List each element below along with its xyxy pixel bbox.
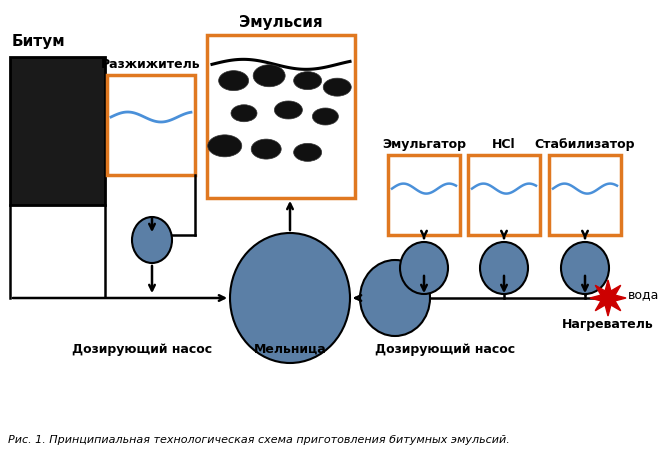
Ellipse shape bbox=[231, 105, 257, 122]
Bar bbox=[207, 35, 355, 198]
Ellipse shape bbox=[208, 135, 242, 157]
Bar bbox=[388, 155, 460, 235]
Bar bbox=[107, 75, 195, 175]
Text: Эмульсия: Эмульсия bbox=[239, 15, 323, 30]
Text: Рис. 1. Принципиальная технологическая схема приготовления битумных эмульсий.: Рис. 1. Принципиальная технологическая с… bbox=[8, 435, 510, 445]
Ellipse shape bbox=[313, 108, 338, 125]
Ellipse shape bbox=[561, 242, 609, 294]
Ellipse shape bbox=[253, 65, 285, 87]
Text: Мельница: Мельница bbox=[254, 343, 327, 356]
Ellipse shape bbox=[230, 233, 350, 363]
Ellipse shape bbox=[323, 78, 351, 96]
Text: Стабилизатор: Стабилизатор bbox=[535, 138, 635, 151]
Text: вода: вода bbox=[628, 289, 660, 302]
Text: Разжижитель: Разжижитель bbox=[101, 58, 201, 71]
Text: Нагреватель: Нагреватель bbox=[562, 318, 654, 331]
Text: Дозирующий насос: Дозирующий насос bbox=[375, 343, 515, 356]
Ellipse shape bbox=[219, 71, 249, 91]
Ellipse shape bbox=[293, 143, 322, 161]
Ellipse shape bbox=[360, 260, 430, 336]
Ellipse shape bbox=[480, 242, 528, 294]
Text: Дозирующий насос: Дозирующий насос bbox=[72, 343, 212, 356]
Ellipse shape bbox=[251, 139, 281, 159]
Text: HCl: HCl bbox=[492, 138, 516, 151]
Bar bbox=[10, 57, 105, 205]
Ellipse shape bbox=[132, 217, 172, 263]
Text: Эмульгатор: Эмульгатор bbox=[382, 138, 466, 151]
Bar bbox=[468, 155, 540, 235]
Ellipse shape bbox=[293, 72, 322, 90]
Polygon shape bbox=[590, 280, 626, 316]
Ellipse shape bbox=[400, 242, 448, 294]
Bar bbox=[549, 155, 621, 235]
Text: Битум: Битум bbox=[12, 34, 65, 49]
Ellipse shape bbox=[274, 101, 302, 119]
